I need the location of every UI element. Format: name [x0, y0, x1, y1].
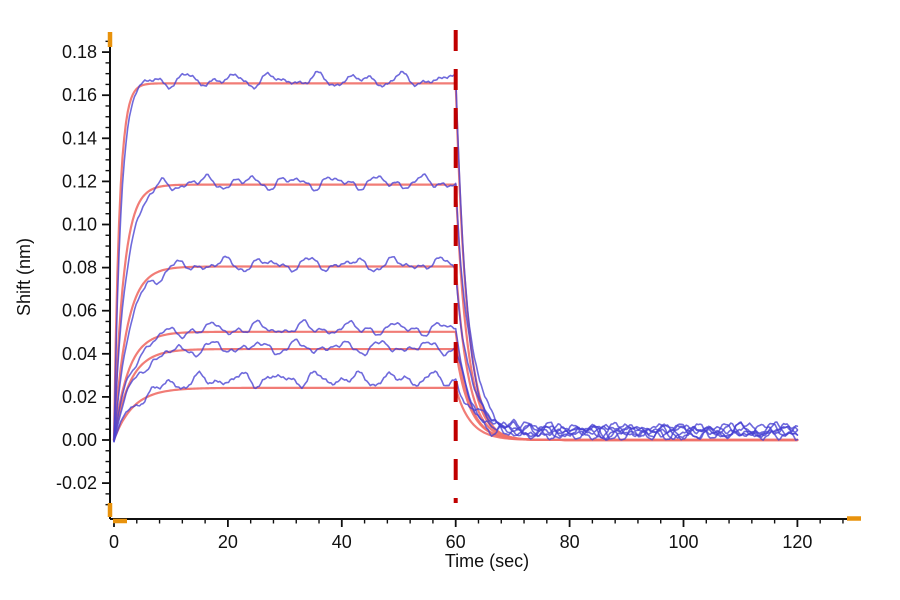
y-tick-label: 0.00 [62, 430, 97, 450]
x-tick-label: 0 [109, 532, 119, 552]
x-tick-label: 40 [332, 532, 352, 552]
y-tick-label: 0.04 [62, 344, 97, 364]
y-axis-title: Shift (nm) [14, 238, 34, 317]
data-trace-trace-4 [113, 319, 799, 441]
x-axis-title: Time (sec) [444, 551, 530, 571]
x-tick-label: 60 [446, 532, 466, 552]
y-tick-label: 0.14 [62, 128, 97, 148]
y-tick-label: 0.08 [62, 258, 97, 278]
x-tick-label: 100 [668, 532, 698, 552]
y-tick-label: 0.16 [62, 85, 97, 105]
y-tick-label: 0.12 [62, 171, 97, 191]
y-tick-label: 0.06 [62, 301, 97, 321]
y-tick-label: 0.10 [62, 215, 97, 235]
y-tick-label: -0.02 [56, 473, 97, 493]
y-tick-label: 0.02 [62, 387, 97, 407]
x-tick-label: 120 [782, 532, 812, 552]
data-trace-trace-6-lowest [113, 370, 799, 443]
x-tick-label: 80 [560, 532, 580, 552]
x-tick-label: 20 [218, 532, 238, 552]
y-tick-label: 0.18 [62, 42, 97, 62]
